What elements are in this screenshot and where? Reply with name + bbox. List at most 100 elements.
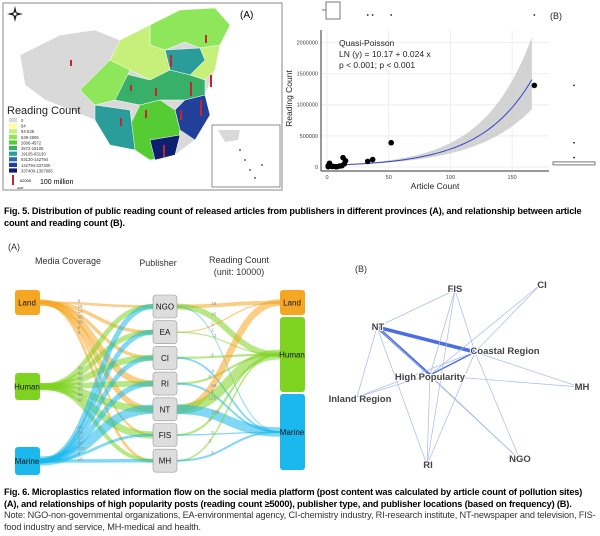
network-node-ci: CI xyxy=(537,280,547,291)
media-node-human xyxy=(15,373,40,400)
model-annotation: LN (y) = 10.17 + 0.024 x xyxy=(339,49,431,59)
reading-node-label: Marine xyxy=(280,428,305,437)
flow-media-publisher-value: 41 xyxy=(78,381,84,386)
reading-node-human xyxy=(280,317,305,392)
column-header-reading: Reading Count xyxy=(209,255,270,265)
publisher-node-label: NT xyxy=(160,405,171,414)
province-map: (A) Reading Count 09494-539539-26062606-… xyxy=(2,2,283,191)
publisher-node-fis xyxy=(152,423,178,447)
network-node-high-popularity: High Popularity xyxy=(395,372,466,383)
legend-label: 337400-1307965 xyxy=(21,168,53,173)
flow-media-publisher-value: 36 xyxy=(78,441,84,446)
top-boxplot-outlier xyxy=(533,14,536,16)
flow-publisher-reading-value: 5 xyxy=(211,450,214,455)
flow-publisher-reading-value: 2 xyxy=(211,430,214,435)
reading-node-label: Land xyxy=(283,299,301,308)
network-node-ri: RI xyxy=(423,460,433,471)
flow-publisher-reading-value: 2 xyxy=(214,333,217,338)
publisher-node-mh xyxy=(152,448,178,473)
legend-title: Reading Count xyxy=(7,105,80,117)
y-tick-label: 1000000 xyxy=(297,103,318,109)
network-node-ngo: NGO xyxy=(509,454,531,465)
publisher-node-label: RI xyxy=(161,380,169,389)
legend-label: 94-539 xyxy=(21,129,35,134)
network-node-fis: FIS xyxy=(448,284,463,295)
network-edge xyxy=(356,351,476,398)
sankey-panel-label: (A) xyxy=(8,242,20,252)
column-header-unit: (unit: 10000) xyxy=(214,267,265,277)
flow-media-publisher-value: 65 xyxy=(78,387,84,392)
media-node-land xyxy=(15,290,40,315)
network-edge xyxy=(474,351,581,388)
right-boxplot-outlier xyxy=(573,84,575,87)
flow-media-publisher-value: 30 xyxy=(78,366,84,371)
flow-media-publisher-value: 6 xyxy=(78,325,81,330)
scatter-panel-label: (B) xyxy=(550,11,562,21)
network-edge xyxy=(429,284,541,376)
flow-media-publisher-value: 9 xyxy=(78,330,81,335)
network-edge xyxy=(426,289,456,466)
publisher-node-label: CI xyxy=(161,354,169,363)
y-axis-label: Reading Count xyxy=(285,70,294,127)
flow-publisher-reading-value: 2 xyxy=(211,322,214,327)
model-annotation: p < 0.001; p < 0.001 xyxy=(339,60,415,70)
fig6-note: Note: NGO-non-governmental organizations… xyxy=(4,510,596,532)
legend-swatch xyxy=(9,129,17,134)
flow-publisher-reading-value: 5 xyxy=(211,389,214,394)
legend-swatch xyxy=(9,134,17,139)
flow-media-publisher-value: 50 xyxy=(78,376,84,381)
flow-publisher-reading xyxy=(176,353,281,462)
flow-publisher-reading xyxy=(176,404,281,437)
flow-publisher-reading-value: 56 xyxy=(211,383,217,388)
flow-media-publisher-value: 55 xyxy=(78,314,84,319)
flow-publisher-reading-value: 1 xyxy=(211,327,214,332)
gdp-legend-bar xyxy=(12,175,14,185)
network-edge xyxy=(376,325,476,354)
flow-publisher-reading-value: 109 xyxy=(211,409,219,414)
fit-line xyxy=(328,79,533,166)
network-edge xyxy=(474,284,541,353)
flow-media-publisher-value: 14 xyxy=(78,309,84,314)
network-edge xyxy=(356,374,431,398)
network-edge xyxy=(429,374,521,461)
x-tick-label: 50 xyxy=(386,175,392,181)
publisher-node-ea xyxy=(152,320,178,344)
fig6-caption: Fig. 6. Microplastics related informatio… xyxy=(4,487,598,533)
data-point xyxy=(364,158,371,165)
province-southwest xyxy=(94,104,136,151)
media-node-label: Marine xyxy=(15,457,40,466)
flow-media-publisher-value: 15 xyxy=(78,456,84,461)
flow-publisher-reading xyxy=(176,430,281,462)
top-boxplot-outlier xyxy=(366,14,369,16)
flow-media-publisher-value: 38 xyxy=(78,320,84,325)
media-node-label: Land xyxy=(18,299,36,308)
compass-icon xyxy=(7,6,23,22)
flow-media-publisher-value: 22 xyxy=(78,397,84,402)
publisher-node-label: EA xyxy=(160,328,171,337)
reading-node-land xyxy=(280,290,305,315)
network-edge xyxy=(474,351,521,461)
gdp-legend-value: 62000 xyxy=(20,178,32,183)
flow-publisher-reading-value: 6 xyxy=(209,374,212,379)
fig5-caption-text: Fig. 5. Distribution of public reading c… xyxy=(4,206,582,228)
network-edge xyxy=(426,374,431,466)
data-point xyxy=(342,157,349,164)
legend-swatch xyxy=(9,123,17,128)
legend-swatch xyxy=(9,146,17,151)
network-panel-label: (B) xyxy=(355,264,367,274)
y-tick-label: 500000 xyxy=(300,134,318,140)
column-header-publisher: Publisher xyxy=(139,258,177,268)
publisher-node-label: MH xyxy=(159,457,172,466)
legend-label: 94 xyxy=(21,124,26,129)
flow-publisher-reading xyxy=(176,303,281,358)
right-boxplot-outlier xyxy=(573,156,575,159)
confidence-band xyxy=(328,37,532,166)
gdp-legend-unit: 100 million xyxy=(40,179,74,186)
legend-label: 19105-93130 xyxy=(21,152,46,157)
network-node-mh: MH xyxy=(575,382,590,393)
fig6-caption-text: Fig. 6. Microplastics related informatio… xyxy=(4,487,583,509)
map-panel-label: (A) xyxy=(240,10,253,21)
data-point xyxy=(531,82,538,89)
flow-publisher-reading-value: 6 xyxy=(211,353,214,358)
reading-node-marine xyxy=(280,394,305,470)
